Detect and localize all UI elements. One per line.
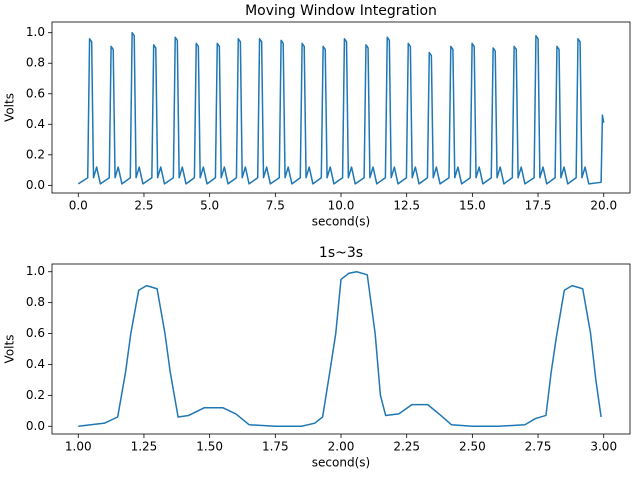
y-tick-label: 1.0 bbox=[26, 25, 45, 39]
x-tick-label: 2.25 bbox=[393, 440, 420, 454]
x-tick-label: 1.75 bbox=[262, 440, 289, 454]
x-tick-label: 2.5 bbox=[134, 199, 153, 213]
x-tick-label: 2.75 bbox=[525, 440, 552, 454]
x-tick-label: 10.0 bbox=[328, 199, 355, 213]
x-tick-label: 20.0 bbox=[590, 199, 617, 213]
y-tick-label: 0.6 bbox=[26, 326, 45, 340]
y-tick-label: 0.0 bbox=[26, 178, 45, 192]
x-tick-label: 17.5 bbox=[525, 199, 552, 213]
data-line bbox=[77, 31, 605, 185]
y-axis-label: Volts bbox=[3, 93, 17, 122]
y-tick-label: 0.8 bbox=[26, 56, 45, 70]
x-axis-label: second(s) bbox=[312, 215, 370, 229]
y-tick-label: 0.0 bbox=[26, 419, 45, 433]
y-tick-label: 1.0 bbox=[26, 264, 45, 278]
y-tick-label: 0.4 bbox=[26, 117, 45, 131]
y-tick-label: 0.8 bbox=[26, 295, 45, 309]
x-tick-label: 12.5 bbox=[393, 199, 420, 213]
data-line bbox=[78, 270, 602, 428]
x-tick-label: 0.0 bbox=[69, 199, 88, 213]
x-tick-label: 1.50 bbox=[196, 440, 223, 454]
x-tick-label: 1.25 bbox=[131, 440, 158, 454]
x-axis-label: second(s) bbox=[312, 456, 370, 470]
y-tick-label: 0.4 bbox=[26, 357, 45, 371]
y-tick-label: 0.6 bbox=[26, 86, 45, 100]
y-tick-label: 0.2 bbox=[26, 388, 45, 402]
x-tick-label: 5.0 bbox=[200, 199, 219, 213]
x-tick-label: 3.00 bbox=[590, 440, 617, 454]
x-tick-label: 2.00 bbox=[328, 440, 355, 454]
chart-title: Moving Window Integration bbox=[245, 3, 437, 19]
x-tick-label: 2.50 bbox=[459, 440, 486, 454]
x-tick-label: 1.00 bbox=[65, 440, 92, 454]
chart-title: 1s~3s bbox=[319, 245, 363, 261]
y-tick-label: 0.2 bbox=[26, 147, 45, 161]
x-tick-label: 15.0 bbox=[459, 199, 486, 213]
x-tick-label: 7.5 bbox=[266, 199, 285, 213]
y-axis-label: Volts bbox=[3, 335, 17, 364]
